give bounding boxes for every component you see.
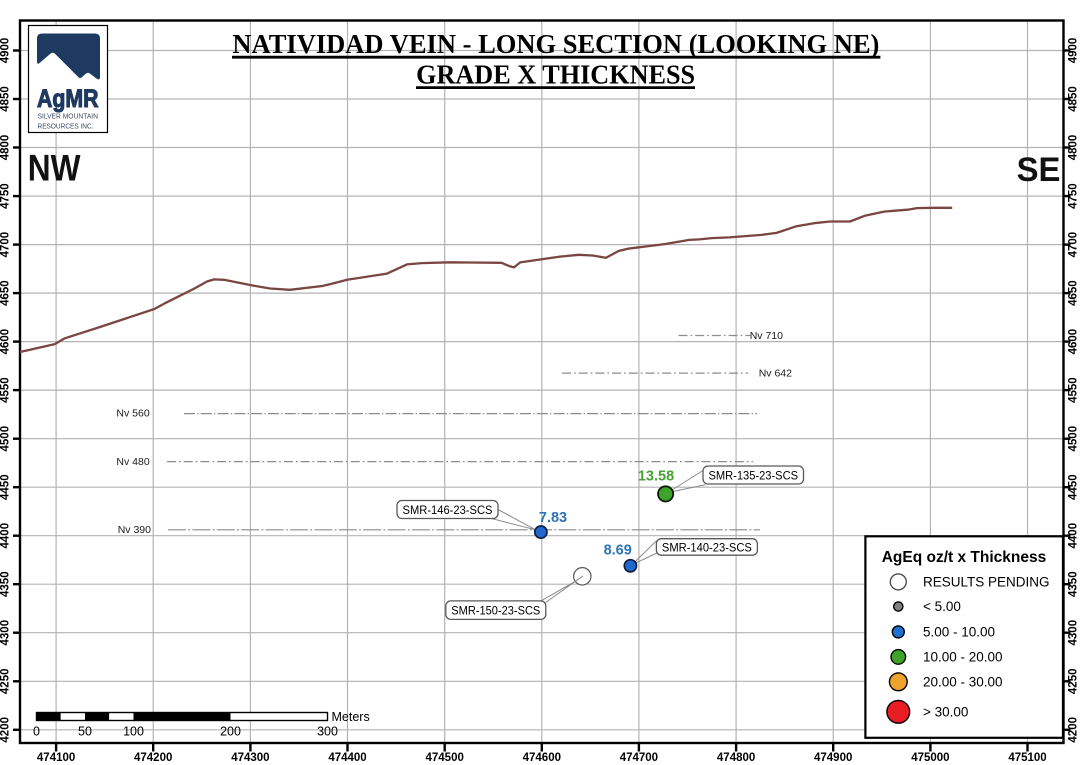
svg-text:300: 300 — [317, 725, 338, 739]
svg-text:RESULTS PENDING: RESULTS PENDING — [923, 574, 1050, 589]
svg-text:4750: 4750 — [0, 183, 12, 209]
svg-text:4600: 4600 — [0, 329, 12, 355]
svg-text:SMR-150-23-SCS: SMR-150-23-SCS — [451, 603, 540, 617]
svg-text:200: 200 — [220, 725, 241, 739]
svg-text:NATIVIDAD VEIN - LONG SECTION: NATIVIDAD VEIN - LONG SECTION (LOOKING N… — [232, 29, 879, 59]
svg-text:5.00 - 10.00: 5.00 - 10.00 — [923, 624, 995, 639]
svg-text:4250: 4250 — [0, 669, 12, 695]
svg-text:4350: 4350 — [1068, 571, 1080, 597]
svg-text:474200: 474200 — [134, 752, 172, 764]
svg-text:Nv 710: Nv 710 — [750, 330, 783, 342]
svg-text:NW: NW — [28, 147, 81, 188]
svg-text:4650: 4650 — [0, 280, 12, 306]
svg-text:4450: 4450 — [1068, 474, 1080, 500]
svg-text:4500: 4500 — [1068, 426, 1080, 452]
svg-text:Nv 642: Nv 642 — [759, 368, 792, 380]
svg-text:4600: 4600 — [1068, 329, 1080, 355]
svg-text:4500: 4500 — [0, 426, 12, 452]
svg-text:4700: 4700 — [0, 232, 12, 258]
svg-text:474100: 474100 — [37, 752, 75, 764]
svg-text:13.58: 13.58 — [638, 469, 674, 485]
svg-text:8.69: 8.69 — [604, 543, 632, 559]
svg-text:Nv 560: Nv 560 — [116, 408, 149, 420]
svg-text:4850: 4850 — [0, 86, 12, 112]
svg-text:4400: 4400 — [0, 523, 12, 549]
svg-text:4350: 4350 — [0, 571, 12, 597]
svg-text:AgEq oz/t x Thickness: AgEq oz/t x Thickness — [882, 549, 1047, 566]
svg-text:SILVER MOUNTAIN: SILVER MOUNTAIN — [38, 114, 99, 121]
svg-text:4250: 4250 — [1068, 669, 1080, 695]
svg-text:SE: SE — [1017, 151, 1061, 189]
svg-text:474500: 474500 — [426, 752, 464, 764]
svg-text:GRADE X THICKNESS: GRADE X THICKNESS — [416, 59, 695, 89]
svg-text:474400: 474400 — [328, 752, 366, 764]
svg-text:SMR-135-23-SCS: SMR-135-23-SCS — [709, 468, 799, 482]
svg-text:4550: 4550 — [0, 377, 12, 403]
svg-text:Nv 480: Nv 480 — [116, 456, 149, 468]
svg-text:4400: 4400 — [1068, 523, 1080, 549]
svg-text:SMR-140-23-SCS: SMR-140-23-SCS — [662, 540, 752, 554]
svg-text:4300: 4300 — [1068, 620, 1080, 646]
svg-text:474900: 474900 — [814, 752, 852, 764]
svg-text:474600: 474600 — [523, 752, 561, 764]
svg-text:7.83: 7.83 — [539, 510, 567, 526]
svg-text:4800: 4800 — [0, 135, 12, 161]
svg-text:475100: 475100 — [1008, 752, 1046, 764]
svg-text:Nv 390: Nv 390 — [118, 524, 151, 536]
svg-text:SMR-146-23-SCS: SMR-146-23-SCS — [403, 503, 493, 517]
svg-text:4900: 4900 — [1068, 38, 1080, 64]
svg-text:475000: 475000 — [911, 752, 949, 764]
svg-text:4650: 4650 — [1068, 280, 1080, 306]
svg-text:4200: 4200 — [1068, 717, 1080, 743]
svg-text:50: 50 — [78, 725, 92, 739]
svg-text:AgMR: AgMR — [37, 85, 99, 113]
svg-text:< 5.00: < 5.00 — [923, 599, 961, 614]
svg-text:4800: 4800 — [1068, 135, 1080, 161]
svg-text:4200: 4200 — [0, 717, 12, 743]
svg-text:474800: 474800 — [717, 752, 755, 764]
svg-text:0: 0 — [33, 725, 40, 739]
svg-text:4900: 4900 — [0, 38, 12, 64]
svg-text:4750: 4750 — [1068, 183, 1080, 209]
svg-text:4700: 4700 — [1068, 232, 1080, 258]
svg-text:> 30.00: > 30.00 — [923, 704, 968, 719]
svg-text:4550: 4550 — [1068, 377, 1080, 403]
svg-text:RESOURCES INC.: RESOURCES INC. — [38, 123, 94, 130]
svg-text:100: 100 — [123, 725, 144, 739]
svg-text:4850: 4850 — [1068, 86, 1080, 112]
svg-text:4300: 4300 — [0, 620, 12, 646]
svg-text:4450: 4450 — [0, 474, 12, 500]
svg-text:474700: 474700 — [620, 752, 658, 764]
svg-text:10.00 - 20.00: 10.00 - 20.00 — [923, 649, 1003, 664]
svg-text:Meters: Meters — [332, 710, 370, 724]
svg-text:474300: 474300 — [231, 752, 269, 764]
svg-text:20.00 - 30.00: 20.00 - 30.00 — [923, 674, 1003, 689]
